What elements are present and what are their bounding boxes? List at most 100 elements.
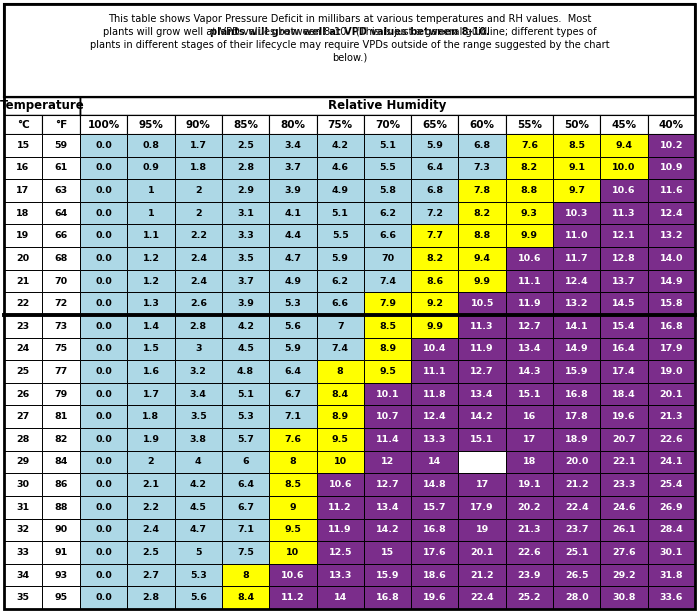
Text: 4.5: 4.5 bbox=[237, 345, 254, 353]
Text: 9.7: 9.7 bbox=[568, 186, 585, 195]
Text: 25: 25 bbox=[17, 367, 29, 376]
Bar bbox=[411, 179, 459, 202]
Bar bbox=[42, 134, 80, 156]
Bar bbox=[80, 564, 127, 587]
Bar bbox=[175, 179, 222, 202]
Bar bbox=[317, 541, 364, 564]
Text: 29.2: 29.2 bbox=[612, 571, 636, 579]
Bar bbox=[4, 156, 42, 179]
Bar bbox=[127, 519, 175, 541]
Bar bbox=[4, 473, 42, 496]
Text: 40%: 40% bbox=[658, 120, 684, 129]
Text: 1.7: 1.7 bbox=[189, 141, 207, 150]
Text: 7.3: 7.3 bbox=[474, 164, 491, 172]
Text: 10.4: 10.4 bbox=[423, 345, 447, 353]
Bar bbox=[553, 338, 600, 360]
Text: 8.4: 8.4 bbox=[237, 593, 254, 602]
Text: plants will grow well at VPD values between 8-10.: plants will grow well at VPD values betw… bbox=[210, 27, 489, 37]
Text: °F: °F bbox=[55, 120, 67, 129]
Text: 17.6: 17.6 bbox=[423, 548, 447, 557]
Bar bbox=[222, 405, 269, 428]
Text: plants will grow well at VPD values between 8-10.  (This is just a general guidl: plants will grow well at VPD values betw… bbox=[103, 27, 596, 37]
Text: 11.9: 11.9 bbox=[329, 525, 352, 535]
Bar bbox=[127, 541, 175, 564]
Text: 17: 17 bbox=[475, 480, 489, 489]
Text: 4.9: 4.9 bbox=[284, 276, 301, 286]
Bar bbox=[648, 473, 695, 496]
Text: 8.5: 8.5 bbox=[379, 322, 396, 331]
Bar bbox=[80, 383, 127, 405]
Text: 2: 2 bbox=[147, 457, 154, 466]
Bar bbox=[506, 360, 553, 383]
Text: 1: 1 bbox=[147, 208, 154, 218]
Bar bbox=[317, 156, 364, 179]
Text: 14: 14 bbox=[333, 593, 347, 602]
Text: 14.5: 14.5 bbox=[612, 299, 636, 308]
Text: 6.8: 6.8 bbox=[426, 186, 443, 195]
Bar bbox=[411, 115, 459, 134]
Bar bbox=[506, 179, 553, 202]
Bar bbox=[648, 292, 695, 315]
Text: 9.5: 9.5 bbox=[284, 525, 301, 535]
Bar bbox=[648, 315, 695, 338]
Text: 6.2: 6.2 bbox=[379, 208, 396, 218]
Text: 5.1: 5.1 bbox=[379, 141, 396, 150]
Text: 0.0: 0.0 bbox=[95, 480, 112, 489]
Text: 3.5: 3.5 bbox=[237, 254, 254, 263]
Text: 10.5: 10.5 bbox=[470, 299, 493, 308]
Text: 11.8: 11.8 bbox=[423, 390, 447, 398]
Text: 11.0: 11.0 bbox=[565, 231, 589, 240]
Bar bbox=[80, 541, 127, 564]
Text: 6.8: 6.8 bbox=[473, 141, 491, 150]
Text: 12.7: 12.7 bbox=[470, 367, 494, 376]
Bar bbox=[42, 270, 80, 292]
Bar bbox=[553, 564, 600, 587]
Bar bbox=[600, 292, 648, 315]
Bar bbox=[222, 134, 269, 156]
Text: 26.5: 26.5 bbox=[565, 571, 589, 579]
Bar bbox=[600, 360, 648, 383]
Text: 14.2: 14.2 bbox=[375, 525, 399, 535]
Text: 1.2: 1.2 bbox=[143, 254, 159, 263]
Bar bbox=[4, 134, 42, 156]
Bar bbox=[222, 360, 269, 383]
Bar bbox=[4, 405, 42, 428]
Text: 7.6: 7.6 bbox=[284, 435, 301, 444]
Text: 14.9: 14.9 bbox=[565, 345, 589, 353]
Text: 7.6: 7.6 bbox=[521, 141, 538, 150]
Text: 26.1: 26.1 bbox=[612, 525, 636, 535]
Bar bbox=[269, 564, 317, 587]
Bar bbox=[222, 247, 269, 270]
Bar bbox=[364, 405, 411, 428]
Bar bbox=[648, 179, 695, 202]
Text: 1.4: 1.4 bbox=[143, 322, 159, 331]
Text: 0.0: 0.0 bbox=[95, 412, 112, 421]
Bar bbox=[506, 315, 553, 338]
Bar bbox=[411, 451, 459, 473]
Bar bbox=[175, 473, 222, 496]
Bar bbox=[127, 202, 175, 224]
Bar bbox=[459, 473, 506, 496]
Text: 8.9: 8.9 bbox=[379, 345, 396, 353]
Bar bbox=[222, 587, 269, 609]
Text: 7.2: 7.2 bbox=[426, 208, 443, 218]
Text: 0.0: 0.0 bbox=[95, 593, 112, 602]
Bar bbox=[127, 473, 175, 496]
Text: 15: 15 bbox=[381, 548, 394, 557]
Bar bbox=[80, 428, 127, 451]
Text: 8.2: 8.2 bbox=[521, 164, 538, 172]
Text: 70: 70 bbox=[381, 254, 394, 263]
Bar bbox=[600, 156, 648, 179]
Bar bbox=[317, 202, 364, 224]
Bar bbox=[411, 473, 459, 496]
Bar bbox=[127, 451, 175, 473]
Text: 11.1: 11.1 bbox=[518, 276, 541, 286]
Bar bbox=[80, 224, 127, 247]
Bar bbox=[80, 134, 127, 156]
Bar bbox=[553, 115, 600, 134]
Bar bbox=[222, 270, 269, 292]
Bar bbox=[80, 156, 127, 179]
Bar bbox=[600, 451, 648, 473]
Bar bbox=[648, 202, 695, 224]
Bar bbox=[648, 247, 695, 270]
